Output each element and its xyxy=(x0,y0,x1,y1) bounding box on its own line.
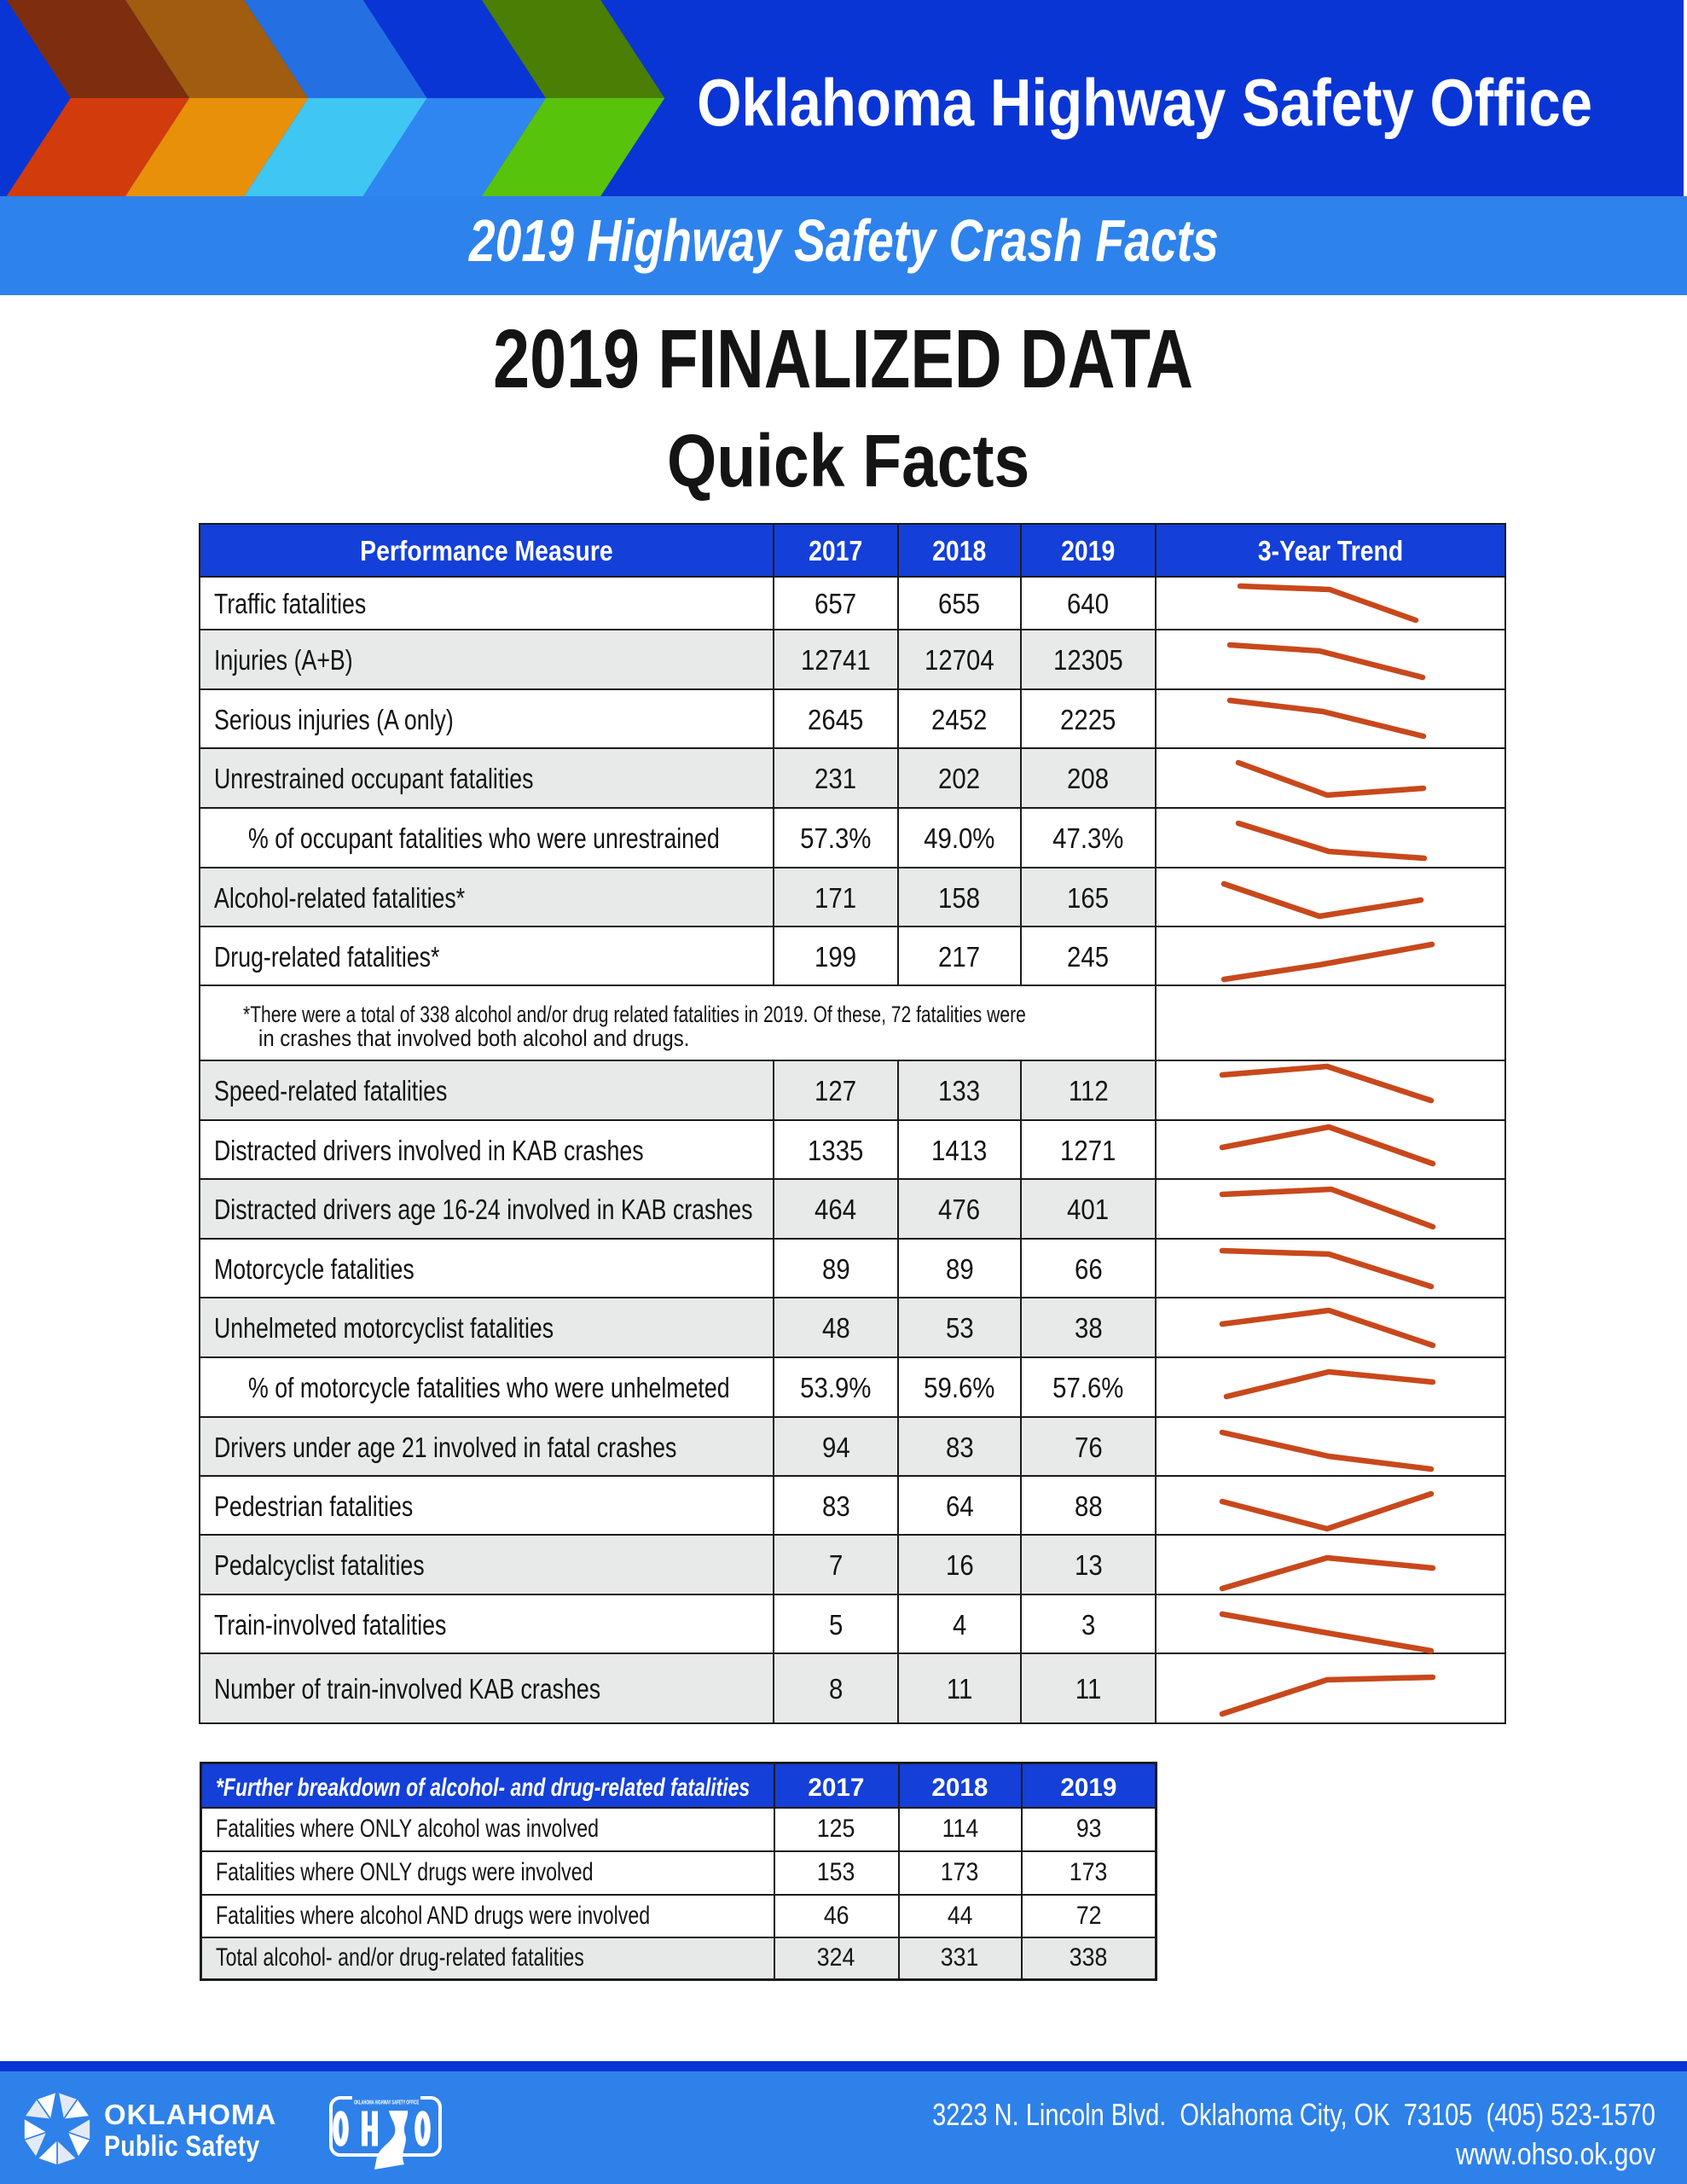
svg-text:OKLAHOMA HIGHWAY SAFETY OFFICE: OKLAHOMA HIGHWAY SAFETY OFFICE xyxy=(354,2099,419,2106)
